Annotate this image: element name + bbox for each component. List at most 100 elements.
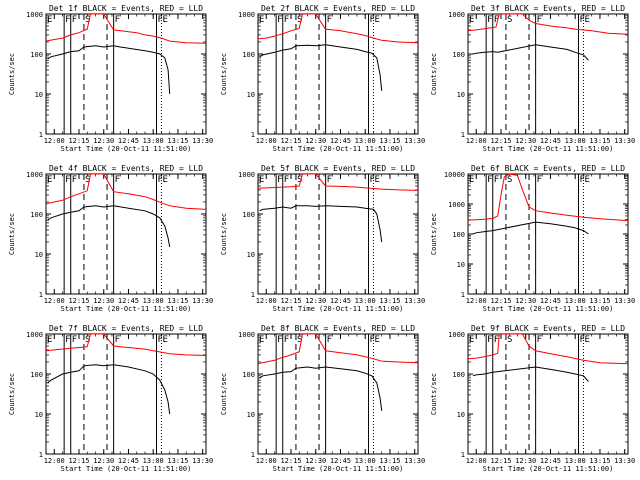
marker-label: E bbox=[162, 335, 167, 345]
x-tick-label: 12:45 bbox=[540, 297, 561, 305]
marker-label: F bbox=[115, 175, 120, 185]
series-line bbox=[47, 364, 171, 415]
y-tick-label: 10 bbox=[457, 261, 465, 269]
marker-label: F bbox=[72, 175, 77, 185]
y-tick-label: 100 bbox=[242, 371, 255, 379]
marker-label: F bbox=[487, 15, 492, 25]
x-tick-label: 13:15 bbox=[167, 297, 188, 305]
series-line bbox=[259, 366, 383, 411]
marker-label: F bbox=[580, 175, 585, 185]
x-tick-label: 12:45 bbox=[118, 297, 139, 305]
plot-frame bbox=[467, 13, 629, 135]
x-tick-label: 13:00 bbox=[143, 297, 164, 305]
y-tick-label: 10 bbox=[247, 251, 255, 259]
x-tick-label: 12:30 bbox=[305, 457, 326, 465]
x-tick-label: 12:45 bbox=[118, 457, 139, 465]
y-tick-label: 1000 bbox=[26, 11, 43, 19]
y-tick-label: 1000 bbox=[448, 201, 465, 209]
marker-label: F bbox=[537, 175, 542, 185]
y-tick-label: 100 bbox=[242, 211, 255, 219]
x-tick-label: 13:00 bbox=[565, 137, 586, 145]
series-line bbox=[468, 14, 628, 35]
marker-label: E bbox=[259, 175, 264, 185]
marker-label: E bbox=[259, 15, 264, 25]
marker-label: S bbox=[507, 175, 512, 185]
panel: 1 10 100 1000 12:00 12:15 12:30 12:45 13:00 13:15… bbox=[8, 324, 213, 473]
y-tick-label: 10 bbox=[457, 411, 465, 419]
series-line bbox=[47, 205, 171, 248]
x-tick-label: 13:30 bbox=[404, 137, 425, 145]
y-tick-label: 1 bbox=[39, 131, 43, 139]
y-tick-label: 10 bbox=[457, 91, 465, 99]
y-tick-label: 1000 bbox=[238, 331, 255, 339]
x-axis-label: Start Time (20-Oct-11 11:51:00) bbox=[483, 145, 614, 153]
plot-frame bbox=[45, 333, 207, 455]
y-tick-label: 1 bbox=[461, 451, 465, 459]
y-tick-label: 1000 bbox=[448, 11, 465, 19]
marker-label: F bbox=[284, 335, 289, 345]
marker-label: E bbox=[469, 175, 474, 185]
x-tick-label: 12:45 bbox=[330, 297, 351, 305]
panel: 1 10 100 1000 12:00 12:15 12:30 12:45 13:00 13:15… bbox=[430, 4, 635, 153]
x-tick-label: 12:30 bbox=[93, 457, 114, 465]
series-line bbox=[258, 334, 418, 365]
marker-label: E bbox=[47, 335, 52, 345]
marker-label: S bbox=[297, 15, 302, 25]
marker-label: E bbox=[584, 175, 589, 185]
y-tick-label: 1 bbox=[461, 291, 465, 299]
marker-label: F bbox=[580, 335, 585, 345]
y-tick-label: 100 bbox=[452, 371, 465, 379]
panel-title: Det 5f BLACK = Events, RED = LLD bbox=[261, 164, 415, 173]
marker-label: S bbox=[507, 15, 512, 25]
series-line bbox=[468, 334, 628, 365]
x-tick-label: 12:15 bbox=[490, 297, 511, 305]
x-tick-label: 13:00 bbox=[355, 297, 376, 305]
x-tick-label: 12:00 bbox=[466, 297, 487, 305]
marker-label: F bbox=[370, 175, 375, 185]
y-axis-label: Counts/sec bbox=[8, 213, 16, 255]
marker-label: E bbox=[584, 15, 589, 25]
series-line bbox=[46, 174, 206, 210]
marker-label: F bbox=[72, 335, 77, 345]
x-tick-label: 13:15 bbox=[379, 137, 400, 145]
plot-frame bbox=[45, 173, 207, 295]
x-tick-label: 12:00 bbox=[44, 297, 65, 305]
marker-label: F bbox=[327, 335, 332, 345]
x-axis-label: Start Time (20-Oct-11 11:51:00) bbox=[273, 465, 404, 473]
panel-title: Det 7f BLACK = Events, RED = LLD bbox=[49, 324, 203, 333]
plot-frame bbox=[257, 173, 419, 295]
x-tick-label: 13:15 bbox=[589, 137, 610, 145]
y-tick-label: 10 bbox=[35, 251, 43, 259]
y-tick-label: 100 bbox=[30, 211, 43, 219]
x-tick-label: 12:00 bbox=[256, 297, 277, 305]
plot-frame bbox=[257, 13, 419, 135]
y-tick-label: 1 bbox=[461, 131, 465, 139]
plot-frame bbox=[467, 333, 629, 455]
marker-label: F bbox=[65, 335, 70, 345]
marker-label: F bbox=[537, 15, 542, 25]
marker-label: F bbox=[487, 175, 492, 185]
x-tick-label: 13:30 bbox=[192, 457, 213, 465]
y-axis-label: Counts/sec bbox=[430, 373, 438, 415]
panel-title: Det 3f BLACK = Events, RED = LLD bbox=[471, 4, 625, 13]
y-tick-label: 1 bbox=[251, 451, 255, 459]
marker-label: S bbox=[507, 335, 512, 345]
x-tick-label: 12:15 bbox=[490, 137, 511, 145]
x-tick-label: 12:15 bbox=[280, 457, 301, 465]
marker-label: F bbox=[487, 335, 492, 345]
marker-label: F bbox=[72, 15, 77, 25]
series-line bbox=[468, 174, 628, 222]
y-axis-label: Counts/sec bbox=[430, 53, 438, 95]
x-axis-label: Start Time (20-Oct-11 11:51:00) bbox=[273, 145, 404, 153]
marker-label: F bbox=[277, 15, 282, 25]
y-tick-label: 1 bbox=[251, 131, 255, 139]
marker-label: F bbox=[370, 335, 375, 345]
x-axis-label: Start Time (20-Oct-11 11:51:00) bbox=[273, 305, 404, 313]
marker-label: E bbox=[162, 175, 167, 185]
y-tick-label: 10000 bbox=[444, 171, 465, 179]
x-tick-label: 12:45 bbox=[330, 137, 351, 145]
marker-label: F bbox=[277, 335, 282, 345]
marker-label: F bbox=[115, 335, 120, 345]
panel: 1 10 100 1000 12:00 12:15 12:30 12:45 13:00 13:15… bbox=[430, 324, 635, 473]
x-tick-label: 12:30 bbox=[515, 457, 536, 465]
